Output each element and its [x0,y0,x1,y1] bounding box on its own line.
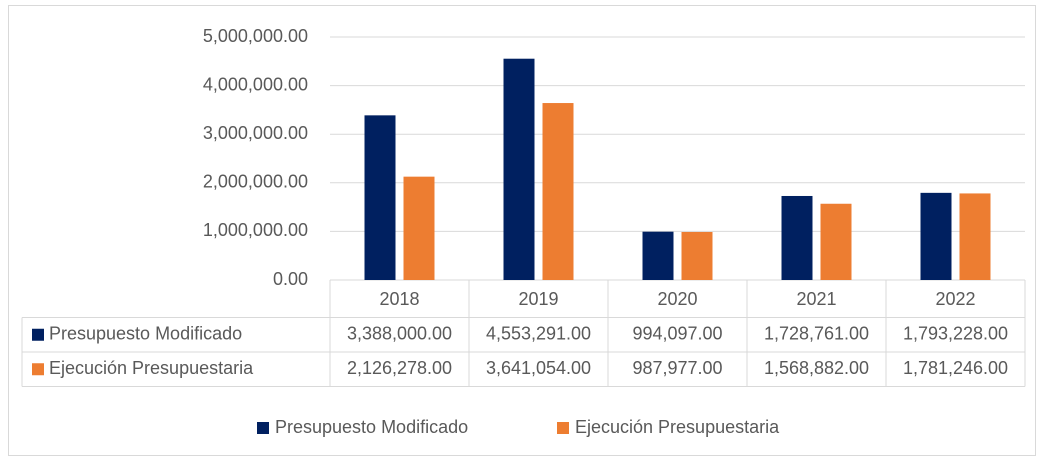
table-value: 1,728,761.00 [764,324,869,344]
bar [542,103,574,281]
table-row-label: Ejecución Presupuestaria [49,358,254,378]
table-value: 1,781,246.00 [903,358,1008,378]
x-tick-label: 2019 [518,289,558,309]
table-value: 987,977.00 [632,358,722,378]
table-value: 2,126,278.00 [347,358,452,378]
table-value: 994,097.00 [632,324,722,344]
y-tick-label: 5,000,000.00 [203,26,308,46]
y-tick-label: 0.00 [273,269,308,289]
table-legend-key [32,363,44,376]
bar [959,193,991,280]
bar [781,195,813,280]
x-tick-label: 2020 [657,289,697,309]
bar [820,203,852,280]
bar [364,115,396,280]
legend-label: Presupuesto Modificado [275,417,468,437]
y-tick-label: 1,000,000.00 [203,220,308,240]
table-value: 3,641,054.00 [486,358,591,378]
legend-key [257,422,269,434]
bar [403,176,435,280]
table-legend-key [32,328,44,341]
y-tick-label: 3,000,000.00 [203,123,308,143]
x-tick-label: 2018 [379,289,419,309]
table-value: 4,553,291.00 [486,324,591,344]
bar [503,58,535,281]
bar [920,192,952,280]
bar [681,231,713,280]
y-tick-label: 4,000,000.00 [203,74,308,94]
legend-key [557,422,569,434]
table-value: 1,793,228.00 [903,324,1008,344]
legend-label: Ejecución Presupuestaria [575,417,780,437]
table-value: 3,388,000.00 [347,324,452,344]
x-tick-label: 2022 [935,289,975,309]
table-row-label: Presupuesto Modificado [49,324,242,344]
table-value: 1,568,882.00 [764,358,869,378]
x-tick-label: 2021 [796,289,836,309]
bar [642,231,674,280]
y-tick-label: 2,000,000.00 [203,172,308,192]
